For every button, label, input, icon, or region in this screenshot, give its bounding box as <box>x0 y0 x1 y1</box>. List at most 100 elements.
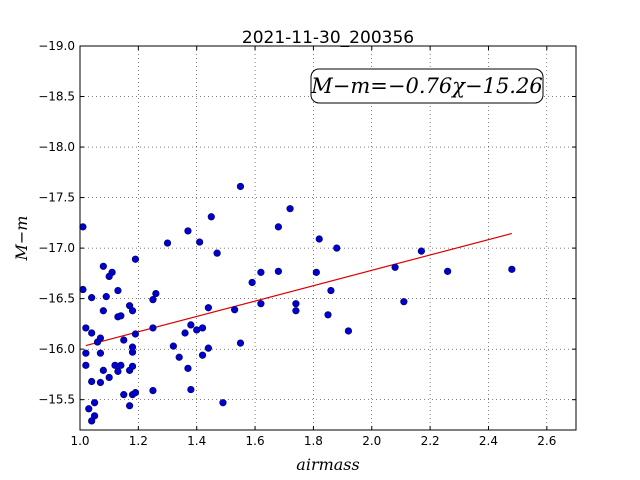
y-tick-label: −18.5 <box>38 90 75 104</box>
data-point <box>181 329 189 337</box>
data-point <box>128 307 137 315</box>
data-point <box>96 378 105 387</box>
data-point <box>400 298 408 306</box>
y-tick-label: −18.0 <box>38 140 75 154</box>
data-point <box>126 402 134 410</box>
data-point <box>257 300 265 308</box>
data-point <box>99 307 107 315</box>
grid <box>79 45 576 430</box>
data-point <box>99 366 107 374</box>
data-point <box>90 412 99 420</box>
x-tick-label: 1.4 <box>187 434 206 448</box>
data-point <box>333 244 341 252</box>
data-point <box>444 267 452 275</box>
x-tick-label: 2.2 <box>421 434 440 448</box>
x-tick-label: 2.6 <box>537 434 556 448</box>
data-point <box>85 405 93 413</box>
data-point <box>231 306 239 314</box>
x-tick-label: 2.4 <box>479 434 498 448</box>
chart-title: 2021-11-30_200356 <box>242 28 414 48</box>
data-point <box>82 324 90 332</box>
equation-annotation: M−m=−0.76χ−15.26 <box>310 68 544 104</box>
x-tick-label: 1.6 <box>246 434 265 448</box>
data-point <box>207 213 215 221</box>
data-point <box>248 278 256 287</box>
data-point <box>102 293 110 301</box>
data-point <box>149 324 157 332</box>
data-point <box>286 205 294 213</box>
data-point <box>120 336 128 344</box>
data-point <box>236 182 245 191</box>
x-tick-label: 1.2 <box>129 434 148 448</box>
data-point <box>204 344 212 352</box>
y-tick-label: −15.5 <box>38 393 75 407</box>
y-tick-label: −17.0 <box>38 241 75 255</box>
data-point <box>88 377 96 386</box>
data-point <box>213 249 221 257</box>
data-point <box>327 286 335 295</box>
y-axis-ticks: −15.5 −16.0 −16.5 −17.0 −17.5 −18.0 −18.5 −19.0 <box>38 39 576 407</box>
data-point <box>96 349 105 357</box>
equation-box <box>310 68 544 104</box>
data-points <box>79 182 516 425</box>
data-point <box>274 267 283 275</box>
x-tick-label: 2.0 <box>362 434 381 448</box>
data-point <box>169 342 177 350</box>
data-point <box>315 235 323 243</box>
data-point <box>175 353 183 361</box>
data-point <box>149 386 157 395</box>
data-point <box>82 349 90 357</box>
data-point <box>196 238 204 246</box>
y-tick-label: −16.0 <box>38 342 75 356</box>
y-axis-label: M−m <box>12 216 31 262</box>
y-tick-label: −19.0 <box>38 39 75 53</box>
data-point <box>117 312 125 320</box>
data-point <box>219 399 227 407</box>
fit-line <box>85 232 512 347</box>
data-point <box>114 367 122 375</box>
data-point <box>99 262 107 270</box>
data-point <box>312 268 320 276</box>
fit-line-group <box>85 232 512 347</box>
data-point <box>508 265 516 273</box>
x-axis-ticks: 1.0 1.2 1.4 1.6 1.8 2.0 2.2 2.4 2.6 <box>70 46 556 448</box>
data-point <box>128 362 137 370</box>
data-point <box>131 330 140 338</box>
data-point <box>131 389 140 397</box>
data-point <box>236 339 245 347</box>
data-point <box>117 361 125 369</box>
data-point <box>128 343 137 351</box>
data-point <box>184 364 192 372</box>
data-point <box>324 311 332 319</box>
data-point <box>187 385 195 394</box>
data-point <box>90 399 99 407</box>
plot-frame <box>79 45 577 431</box>
x-axis-label: airmass <box>296 455 359 474</box>
data-point <box>391 263 399 271</box>
data-point <box>96 334 105 342</box>
data-point <box>131 255 140 263</box>
data-point <box>120 391 128 399</box>
data-point <box>108 268 116 276</box>
data-point <box>149 296 157 304</box>
data-point <box>88 329 96 337</box>
y-tick-label: −16.5 <box>38 292 75 306</box>
data-point <box>184 227 192 235</box>
data-point <box>292 307 300 315</box>
x-tick-label: 1.8 <box>304 434 323 448</box>
y-tick-label: −17.5 <box>38 191 75 205</box>
data-point <box>274 223 283 231</box>
x-tick-label: 1.0 <box>70 434 89 448</box>
data-point <box>198 324 207 332</box>
data-point <box>204 304 212 312</box>
data-point <box>344 327 353 335</box>
data-point <box>88 294 96 302</box>
data-point <box>152 289 160 298</box>
data-point <box>257 268 265 276</box>
data-point <box>198 351 207 359</box>
data-point <box>417 247 425 255</box>
data-point <box>163 239 172 247</box>
data-point <box>105 373 113 382</box>
data-point <box>79 285 87 294</box>
